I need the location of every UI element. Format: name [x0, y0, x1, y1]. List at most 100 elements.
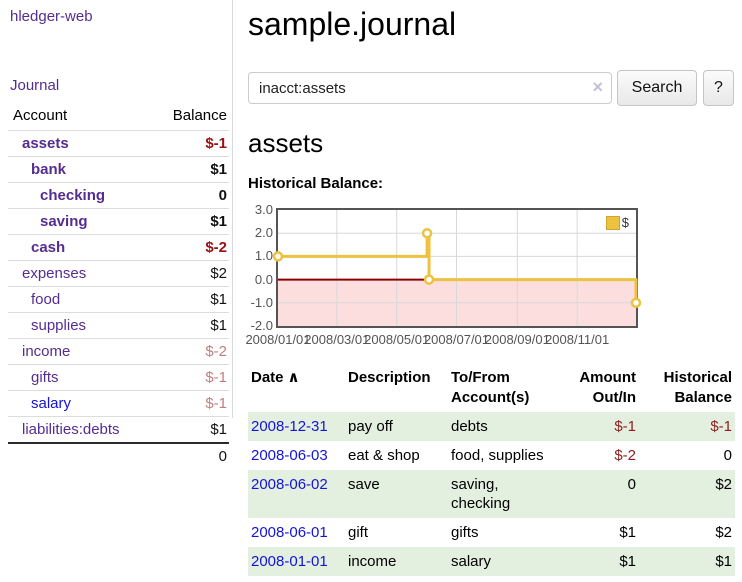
date-link[interactable]: 2008-06-02: [251, 476, 328, 493]
account-row: saving $1: [8, 208, 229, 235]
y-tick-label: 2.0: [254, 225, 273, 241]
account-link[interactable]: gifts: [31, 369, 59, 386]
register-row[interactable]: 2008-06-02 save saving, checking 0 $2: [248, 470, 735, 518]
search-button[interactable]: Search: [617, 70, 697, 106]
help-button[interactable]: ?: [703, 70, 734, 106]
account-row: liabilities:debts $1: [8, 416, 229, 443]
account-link[interactable]: salary: [31, 395, 72, 412]
chart-canvas: [272, 210, 642, 326]
account-link[interactable]: checking: [40, 187, 106, 204]
x-tick-label: 2008/05/01: [364, 332, 430, 347]
account-row: checking 0: [8, 182, 229, 209]
brand-link[interactable]: hledger-web: [10, 8, 93, 25]
account-link[interactable]: assets: [22, 135, 69, 152]
account-balance: $-1: [151, 364, 229, 391]
account-row: income $-2: [8, 338, 229, 365]
date-link[interactable]: 2008-06-03: [251, 447, 328, 464]
clear-icon[interactable]: ×: [592, 77, 603, 97]
register-cell-amount: $1: [619, 524, 636, 541]
register-row[interactable]: 2008-06-03 eat & shop food, supplies $-2 0: [248, 441, 735, 470]
search-input[interactable]: [248, 72, 612, 104]
accounts-header-account: Account: [13, 107, 68, 124]
account-row: assets $-1: [8, 130, 229, 157]
account-row: gifts $-1: [8, 364, 229, 391]
account-balance: $-1: [151, 130, 229, 157]
x-tick-label: 2008/07/01: [423, 332, 490, 347]
account-row: expenses $2: [8, 260, 229, 287]
register-cell-amount: $-1: [560, 412, 639, 441]
account-balance: $-2: [151, 338, 229, 365]
account-link[interactable]: expenses: [22, 265, 87, 282]
account-balance: $1: [151, 416, 229, 443]
register-cell-accounts: debts: [448, 412, 560, 441]
account-link[interactable]: income: [22, 343, 71, 360]
register-cell-accounts: saving, checking: [448, 470, 560, 518]
account-balance: $1: [151, 156, 229, 183]
account-link[interactable]: saving: [40, 213, 88, 230]
sidebar-divider: [232, 0, 233, 418]
register-table: Date ∧ Description To/From Account(s) Amo…: [248, 366, 735, 576]
register-cell-balance: $1: [639, 547, 735, 576]
account-balance: $1: [151, 312, 229, 339]
accounts-total-row: 0: [8, 442, 229, 469]
account-balance: $-1: [151, 390, 229, 417]
account-balance: $1: [151, 208, 229, 235]
account-row: cash $-2: [8, 234, 229, 261]
x-tick-label: 2008/01/01: [245, 332, 311, 347]
register-header-description: Description: [348, 369, 431, 386]
page-title: sample.journal: [248, 6, 457, 42]
nav-journal-link[interactable]: Journal: [10, 77, 60, 94]
sidebar: hledger-web Journal Account Balance asse…: [0, 0, 233, 469]
x-tick-label: 2008/03/01: [304, 332, 370, 347]
register-cell-description: eat & shop: [348, 447, 420, 464]
register-header-accounts: To/From Account(s): [451, 369, 530, 406]
account-balance: $1: [151, 286, 229, 313]
account-link[interactable]: liabilities:debts: [22, 421, 120, 438]
legend-swatch-icon: [605, 215, 620, 230]
main-content: sample.journal × Search ? assets Histori…: [245, 0, 742, 576]
date-link[interactable]: 2008-01-01: [251, 553, 328, 570]
date-link[interactable]: 2008-12-31: [251, 418, 328, 435]
register-header-date[interactable]: Date ∧: [251, 369, 300, 386]
register-row[interactable]: 2008-06-01 gift gifts $1 $2: [248, 518, 735, 547]
register-header-balance: Historical Balance: [663, 369, 732, 406]
register-cell-date[interactable]: 2008-06-01: [248, 518, 345, 547]
balance-chart[interactable]: 3.0 2.0 1.0 0.0 -1.0 -2.0 $ 2008/01/01 2008/03…: [245, 202, 642, 351]
account-link[interactable]: food: [31, 291, 61, 308]
register-row[interactable]: 2008-01-01 income salary $1 $1: [248, 547, 735, 576]
register-row[interactable]: 2008-12-31 pay off debts $-1 $-1: [248, 412, 735, 441]
register-cell-balance: $2: [639, 470, 735, 518]
date-link[interactable]: 2008-06-01: [251, 524, 328, 541]
register-cell-date[interactable]: 2008-12-31: [248, 412, 345, 441]
account-row: salary $-1: [8, 390, 229, 417]
account-row: food $1: [8, 286, 229, 313]
register-cell-balance: 0: [723, 447, 732, 464]
legend-label: $: [621, 215, 629, 230]
accounts-header-row: Account Balance: [8, 104, 229, 131]
chart-plot-area: $: [272, 208, 642, 328]
x-tick-label: 2008/11/01: [545, 332, 610, 347]
y-tick-label: -1.0: [250, 294, 273, 310]
register-cell-accounts: gifts: [451, 524, 479, 541]
account-row: bank $1: [8, 156, 229, 183]
register-cell-date[interactable]: 2008-06-03: [248, 441, 345, 470]
account-balance: 0: [151, 182, 229, 209]
account-link[interactable]: supplies: [31, 317, 87, 334]
account-link[interactable]: bank: [31, 161, 67, 178]
register-cell-accounts: food, supplies: [451, 447, 544, 464]
accounts-header-balance: Balance: [172, 107, 227, 124]
register-cell-date[interactable]: 2008-06-02: [248, 470, 345, 518]
register-cell-amount: $1: [560, 547, 639, 576]
account-link[interactable]: cash: [31, 239, 66, 256]
search-bar: × Search ?: [248, 70, 742, 106]
register-cell-date[interactable]: 2008-01-01: [248, 547, 345, 576]
account-balance: $2: [151, 260, 229, 287]
y-tick-label: 0.0: [254, 271, 273, 287]
chart-title: Historical Balance:: [248, 175, 384, 192]
search-input-wrap: ×: [248, 72, 612, 104]
register-cell-accounts: salary: [448, 547, 560, 576]
register-cell-balance: $2: [715, 524, 732, 541]
y-tick-label: 3.0: [254, 202, 273, 217]
chart-legend: $: [603, 214, 631, 231]
register-cell-balance: $-1: [639, 412, 735, 441]
